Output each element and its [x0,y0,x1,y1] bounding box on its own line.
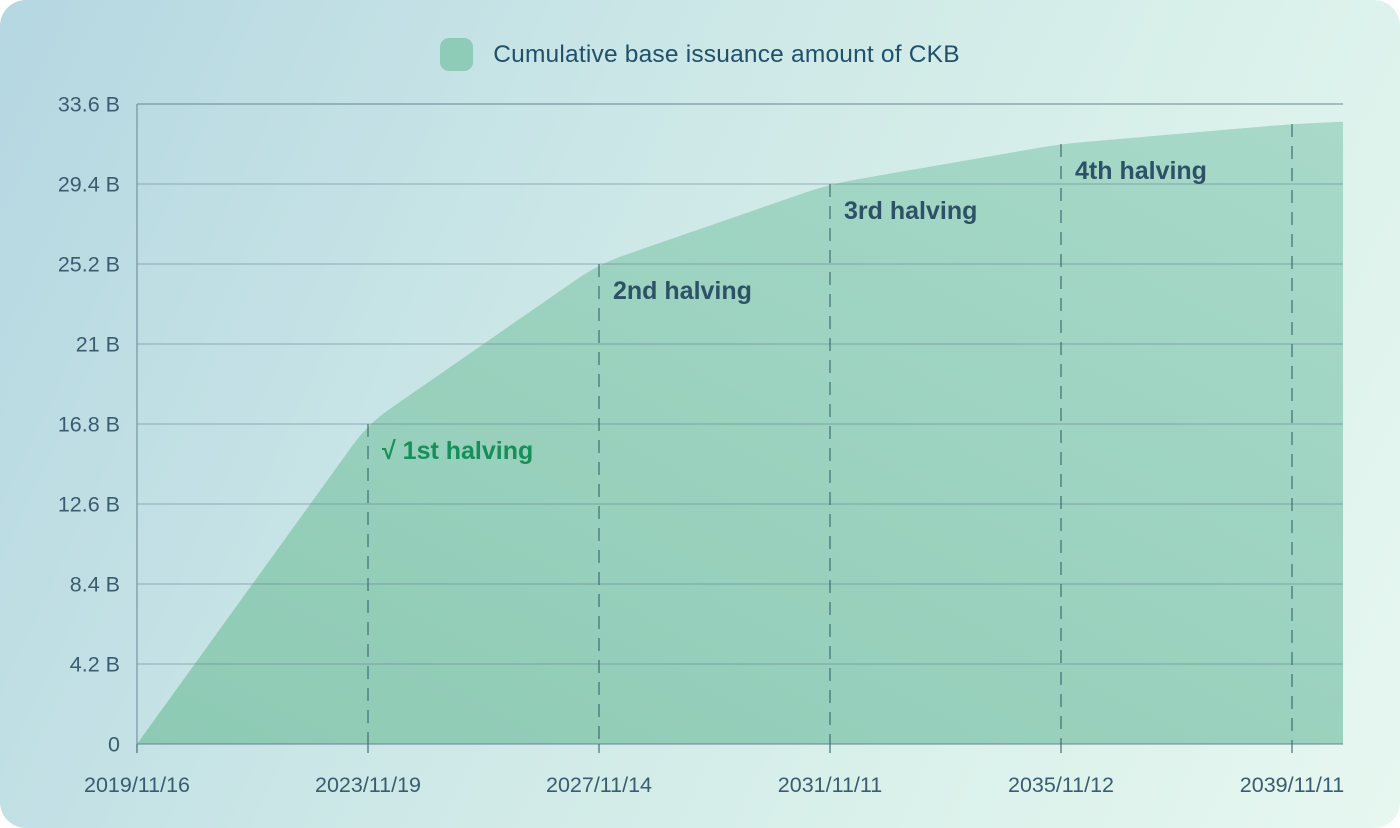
y-axis-label: 29.4 B [58,173,120,197]
legend-swatch-icon [440,38,474,71]
y-axis-label: 16.8 B [58,413,120,437]
cumulative-issuance-area [137,121,1343,744]
y-axis-label: 33.6 B [58,93,120,117]
x-axis-label: 2019/11/16 [84,773,190,797]
chart-legend[interactable]: Cumulative base issuance amount of CKB [0,38,1400,71]
x-axis-label: 2035/11/12 [1008,773,1114,797]
y-axis-label: 21 B [76,333,120,357]
halving-annotation: √ 1st halving [382,437,533,465]
y-axis-label: 0 [108,733,120,757]
x-axis-label: 2027/11/14 [546,773,652,797]
y-axis-label: 25.2 B [58,253,120,277]
x-axis-label: 2039/11/11 [1240,773,1344,797]
y-axis-label: 4.2 B [70,653,120,677]
halving-annotation: 4th halving [1075,157,1207,185]
x-axis-label: 2023/11/19 [315,773,421,797]
halving-annotation: 2nd halving [613,277,752,305]
y-axis-label: 12.6 B [58,493,120,517]
halving-annotation: 3rd halving [844,197,977,225]
y-axis-label: 8.4 B [70,573,120,597]
x-axis-label: 2031/11/11 [778,773,882,797]
legend-label: Cumulative base issuance amount of CKB [493,40,960,68]
